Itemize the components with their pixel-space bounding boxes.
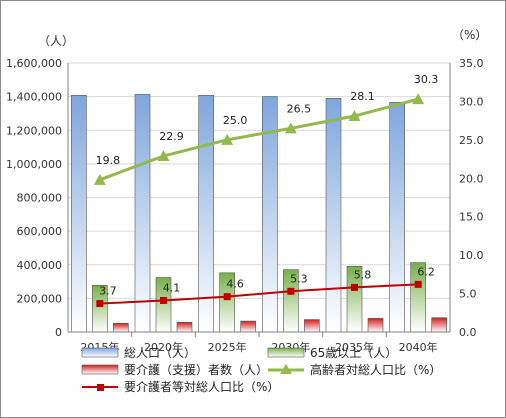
left-tick-label: 400,000: [17, 259, 63, 272]
data-label: 5.8: [354, 268, 372, 281]
bar: [325, 98, 342, 333]
category-label: 2040年: [399, 340, 438, 354]
series-line: [99, 283, 419, 305]
data-label: 22.9: [159, 130, 184, 143]
data-label: 4.6: [226, 278, 244, 291]
data-label: 30.3: [414, 73, 439, 86]
data-label: 19.8: [96, 154, 121, 167]
bar: [198, 94, 214, 333]
bar: [240, 320, 256, 333]
left-tick-label: 200,000: [17, 292, 63, 305]
bar: [113, 322, 129, 333]
line-point: [412, 93, 425, 105]
line-point: [287, 287, 295, 295]
bar: [367, 318, 384, 333]
right-tick-label: 0.0: [459, 326, 477, 339]
gridlines: [68, 62, 450, 299]
category-label: 2035年: [335, 340, 374, 354]
line-point: [348, 110, 361, 122]
left-tick-label: 1,000,000: [6, 158, 62, 171]
legend-marker: [97, 384, 104, 391]
line-point: [351, 283, 358, 291]
data-label: 6.2: [417, 265, 435, 278]
line-layer: [93, 93, 425, 308]
bar: [431, 317, 447, 333]
legend-label: 65歳以上（人）: [310, 346, 397, 360]
bar: [389, 102, 405, 333]
bar: [176, 321, 193, 333]
bar: [134, 94, 151, 333]
category-label: 2025年: [208, 340, 247, 354]
line-point: [157, 149, 170, 161]
line-point: [284, 122, 297, 134]
right-tick-label: 10.0: [459, 249, 484, 262]
line-point: [93, 173, 106, 185]
line-point: [223, 293, 231, 301]
right-tick-label: 15.0: [459, 211, 484, 224]
axes-layer: 0 200,000 400,000 600,000 800,000 1,000,000 1,…: [6, 57, 483, 354]
data-label: 25.0: [223, 114, 248, 127]
legend-label: 総人口（人）: [124, 346, 196, 360]
right-tick-label: 35.0: [459, 57, 484, 70]
line-point: [160, 296, 167, 304]
bar: [304, 319, 320, 333]
legend-marker: [280, 364, 292, 374]
left-tick-label: 1,400,000: [6, 91, 62, 104]
left-axis-unit: （人）: [38, 34, 74, 48]
legend-swatch: [267, 347, 305, 358]
category-label: 2020年: [144, 340, 183, 354]
legend-swatch: [81, 364, 119, 375]
data-label: 5.3: [290, 272, 308, 285]
legend-swatch: [81, 347, 119, 358]
left-tick-label: 600,000: [17, 225, 63, 238]
legend-label: 要介護者等対総人口比（%）: [124, 379, 279, 394]
legend-label: 要介護（支援）者数（人）: [124, 362, 268, 377]
left-tick-label: 1,600,000: [6, 57, 62, 70]
series-line: [99, 97, 419, 182]
line-point: [221, 133, 234, 145]
line-point: [414, 280, 422, 288]
right-axis-unit: （%）: [452, 28, 487, 42]
bar: [71, 94, 87, 333]
line-point: [96, 300, 104, 308]
legend-label: 高齢者対総人口比（%）: [310, 362, 441, 377]
right-tick-label: 30.0: [459, 95, 484, 108]
left-tick-label: 800,000: [17, 192, 63, 205]
data-label: 4.1: [163, 281, 181, 294]
data-label: 26.5: [287, 102, 312, 115]
data-label: 3.7: [99, 285, 117, 298]
legend: 総人口（人） 65歳以上（人） 要介護（支援）者数（人） 高齢者対総人口比（%） 要介護…: [81, 346, 441, 394]
label-layer: 19.8 22.9 25.0 26.5 28.1 30.3 3.7 4.1 4.6 5.3 5.8 6…: [96, 73, 439, 297]
right-tick-label: 20.0: [459, 172, 484, 185]
left-tick-label: 0: [55, 326, 62, 339]
right-tick-label: 5.0: [459, 288, 477, 301]
left-tick-label: 1,200,000: [6, 124, 62, 137]
data-label: 28.1: [350, 90, 375, 103]
right-tick-label: 25.0: [459, 134, 484, 147]
